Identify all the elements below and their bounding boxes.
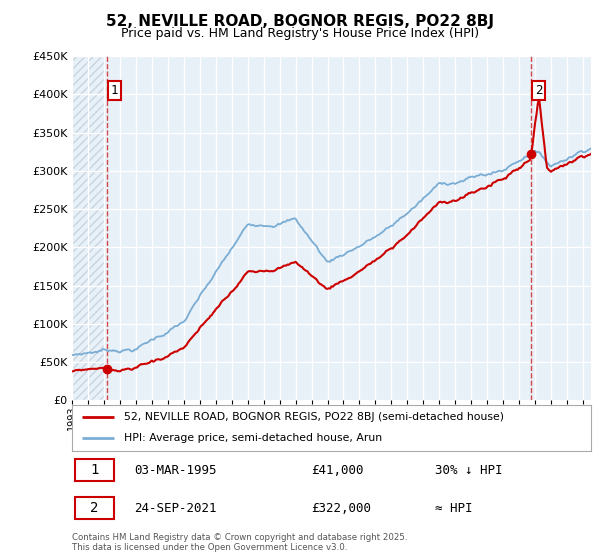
Text: £322,000: £322,000: [311, 502, 371, 515]
Text: 24-SEP-2021: 24-SEP-2021: [134, 502, 217, 515]
Text: £41,000: £41,000: [311, 464, 363, 477]
Text: Contains HM Land Registry data © Crown copyright and database right 2025.: Contains HM Land Registry data © Crown c…: [72, 533, 407, 542]
Text: HPI: Average price, semi-detached house, Arun: HPI: Average price, semi-detached house,…: [124, 433, 382, 444]
Text: This data is licensed under the Open Government Licence v3.0.: This data is licensed under the Open Gov…: [72, 543, 347, 552]
Text: 1: 1: [110, 84, 118, 97]
Bar: [72, 56, 104, 400]
FancyBboxPatch shape: [74, 497, 113, 519]
Text: 03-MAR-1995: 03-MAR-1995: [134, 464, 217, 477]
Text: 2: 2: [90, 501, 98, 515]
Text: 1: 1: [90, 463, 98, 477]
Text: Price paid vs. HM Land Registry's House Price Index (HPI): Price paid vs. HM Land Registry's House …: [121, 27, 479, 40]
Text: 30% ↓ HPI: 30% ↓ HPI: [435, 464, 503, 477]
Text: ≈ HPI: ≈ HPI: [435, 502, 473, 515]
Text: 2: 2: [535, 84, 542, 97]
Text: 52, NEVILLE ROAD, BOGNOR REGIS, PO22 8BJ: 52, NEVILLE ROAD, BOGNOR REGIS, PO22 8BJ: [106, 14, 494, 29]
FancyBboxPatch shape: [74, 459, 113, 482]
Text: 52, NEVILLE ROAD, BOGNOR REGIS, PO22 8BJ (semi-detached house): 52, NEVILLE ROAD, BOGNOR REGIS, PO22 8BJ…: [124, 412, 504, 422]
